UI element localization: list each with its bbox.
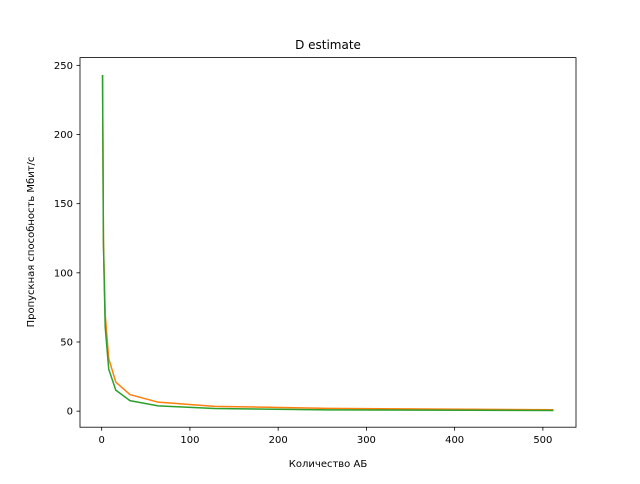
x-tick-label: 300 — [357, 435, 376, 446]
x-tick-label: 0 — [98, 435, 104, 446]
plot-area — [101, 75, 554, 412]
x-tick-label: 500 — [533, 435, 552, 446]
chart-title: D estimate — [295, 38, 361, 52]
series-line — [101, 75, 554, 412]
axes-frame — [79, 57, 577, 428]
y-tick-label: 250 — [54, 61, 73, 72]
y-tick-label: 100 — [54, 268, 73, 279]
y-tick-label: 150 — [54, 199, 73, 210]
y-tick-label: 200 — [54, 130, 73, 141]
y-axis-label: Пропускная способность Мбит/с — [26, 157, 37, 328]
x-axis-label: Количество АБ — [289, 459, 368, 470]
x-tick-label: 400 — [445, 435, 464, 446]
x-tick-label: 200 — [269, 435, 288, 446]
y-tick-label: 0 — [67, 407, 73, 418]
x-tick-label: 100 — [180, 435, 199, 446]
y-tick-label: 50 — [60, 337, 73, 348]
